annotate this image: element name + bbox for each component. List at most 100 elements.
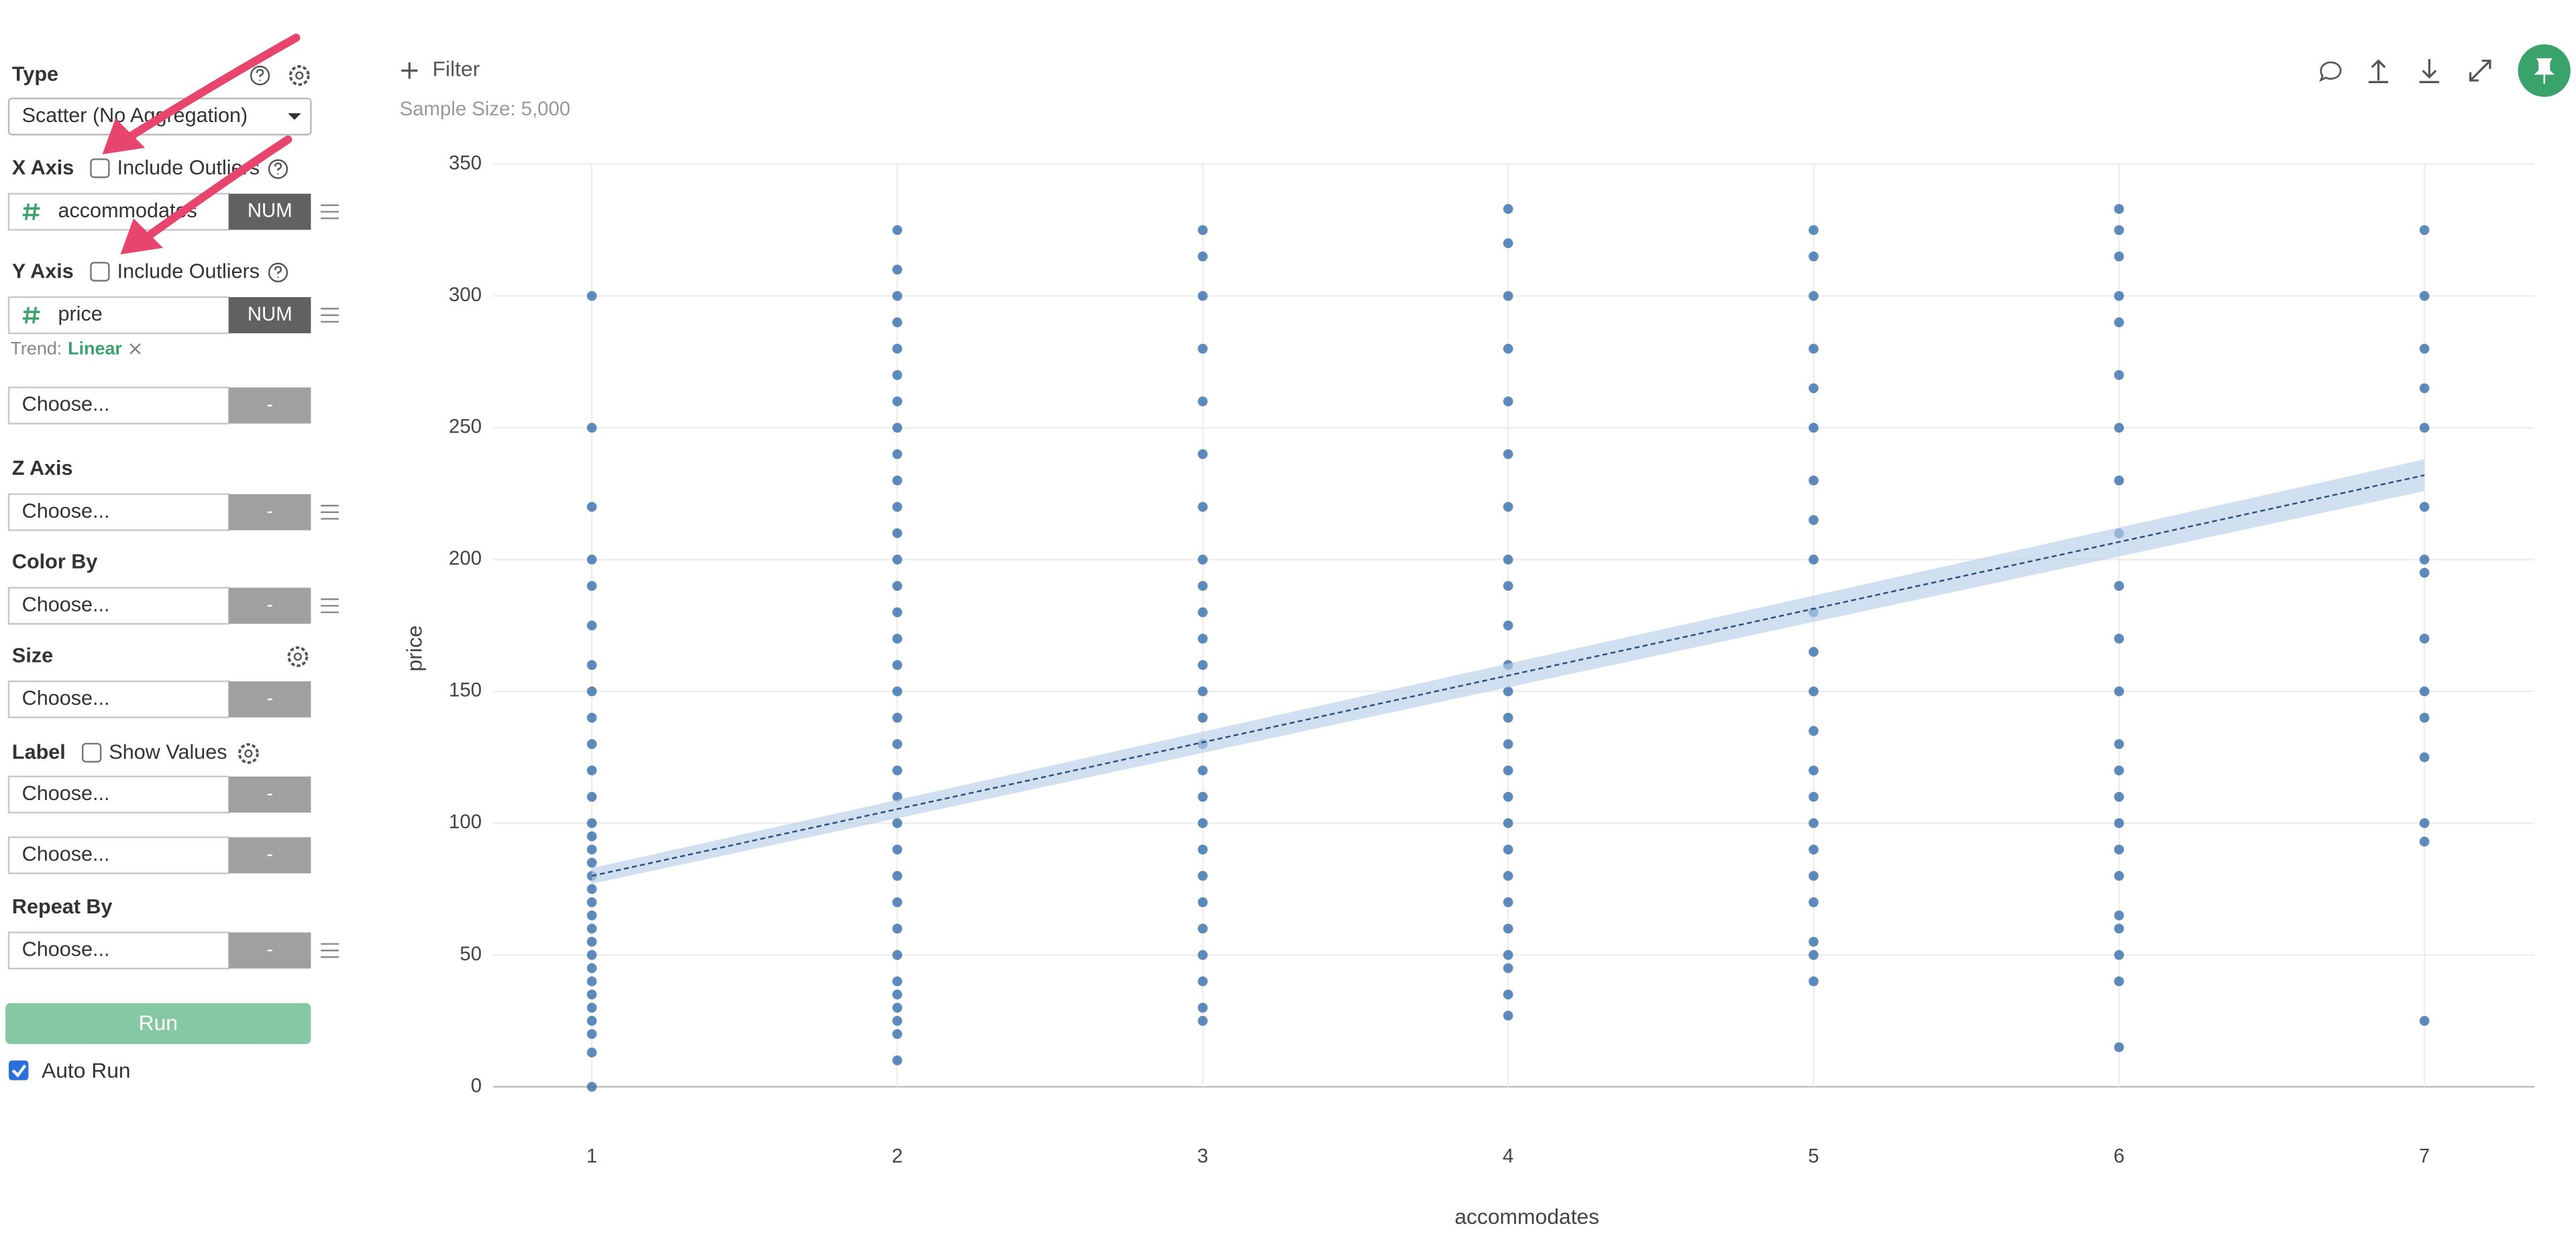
point — [1809, 937, 1819, 947]
download-icon[interactable] — [2419, 59, 2440, 83]
gear-icon[interactable] — [288, 65, 310, 87]
point — [1503, 620, 1513, 631]
checkbox[interactable] — [90, 262, 110, 282]
help-icon[interactable] — [268, 262, 288, 283]
checkbox[interactable] — [81, 742, 102, 763]
point — [1809, 897, 1819, 907]
point — [1503, 844, 1513, 855]
point — [586, 937, 597, 947]
trend-value: Linear — [68, 339, 122, 359]
point — [1503, 739, 1513, 749]
point — [1197, 950, 1208, 960]
point — [586, 963, 597, 974]
field-badge-text: - — [266, 393, 273, 415]
point — [586, 555, 597, 565]
section-label: Size — [12, 644, 53, 667]
placeholder: Choose... — [22, 842, 110, 865]
field-badge-text: - — [266, 593, 273, 616]
point — [1809, 976, 1819, 986]
point — [586, 765, 597, 776]
gear-icon[interactable] — [287, 646, 309, 667]
field-input[interactable] — [7, 587, 230, 625]
field-badge-text: NUM — [248, 303, 292, 325]
point — [586, 897, 597, 907]
point — [2114, 910, 2125, 921]
expand-icon[interactable] — [2469, 59, 2491, 82]
point — [1197, 1015, 1208, 1026]
field-input[interactable] — [7, 296, 230, 335]
filter-button[interactable]: Filter — [433, 57, 480, 81]
point — [892, 765, 902, 776]
point — [1197, 502, 1208, 512]
annotation-arrow — [121, 34, 301, 144]
point — [1503, 818, 1513, 828]
check-mark — [11, 1064, 27, 1078]
point — [1503, 989, 1513, 1000]
point — [1809, 844, 1819, 855]
point — [2114, 225, 2125, 235]
field-badge[interactable] — [229, 297, 311, 333]
comment-icon[interactable] — [2319, 61, 2342, 82]
point — [892, 897, 902, 907]
point — [1809, 950, 1819, 960]
point — [2419, 633, 2430, 644]
y-tick-label: 150 — [449, 679, 482, 701]
y-tick-label: 250 — [449, 416, 482, 438]
point — [892, 1003, 902, 1013]
field-badge[interactable] — [229, 837, 311, 874]
trend-remove[interactable] — [129, 343, 141, 355]
field-badge[interactable] — [229, 587, 311, 624]
point — [1503, 870, 1513, 881]
point — [1503, 923, 1513, 934]
help-icon[interactable] — [268, 159, 288, 179]
pin-icon — [2534, 58, 2555, 84]
point — [2114, 251, 2125, 262]
point — [1197, 555, 1208, 565]
field-input[interactable] — [7, 680, 230, 718]
point — [892, 1029, 902, 1039]
point — [892, 739, 902, 749]
y-tick-label: 350 — [449, 152, 482, 174]
section-label: Repeat By — [12, 895, 113, 918]
point — [892, 1055, 902, 1066]
field-badge[interactable] — [229, 681, 311, 718]
point — [1503, 238, 1513, 249]
point — [2114, 290, 2125, 301]
checkbox[interactable] — [90, 158, 110, 178]
point — [1503, 791, 1513, 802]
point — [2419, 290, 2430, 301]
field-input[interactable] — [7, 493, 230, 531]
point — [2419, 383, 2430, 394]
upload-icon[interactable] — [2368, 59, 2389, 83]
point — [1197, 897, 1208, 907]
checkbox[interactable] — [9, 1060, 29, 1080]
point — [1503, 290, 1513, 301]
placeholder: Choose... — [22, 500, 110, 522]
field-badge[interactable] — [229, 776, 311, 813]
point — [1503, 950, 1513, 960]
field-input[interactable] — [7, 192, 230, 231]
point — [2114, 686, 2125, 697]
field-badge[interactable] — [229, 932, 311, 969]
field-badge[interactable] — [229, 193, 311, 230]
field-input[interactable] — [7, 931, 230, 970]
help-icon[interactable] — [250, 65, 270, 86]
filter-plus[interactable] — [401, 62, 418, 79]
point — [2114, 317, 2125, 327]
field-input[interactable] — [7, 775, 230, 813]
point — [586, 1047, 597, 1058]
point — [586, 884, 597, 895]
field-badge[interactable] — [229, 387, 311, 424]
field-badge-text: - — [266, 938, 273, 960]
gear-icon[interactable] — [238, 743, 259, 764]
x-tick-label: 7 — [2419, 1145, 2430, 1168]
point — [1809, 515, 1819, 525]
y-tick-label: 300 — [449, 284, 482, 306]
field-badge[interactable] — [229, 494, 311, 530]
point — [586, 620, 597, 631]
point — [2114, 870, 2125, 881]
point — [2114, 422, 2125, 433]
point — [1197, 290, 1208, 301]
run-button[interactable] — [5, 1003, 311, 1044]
